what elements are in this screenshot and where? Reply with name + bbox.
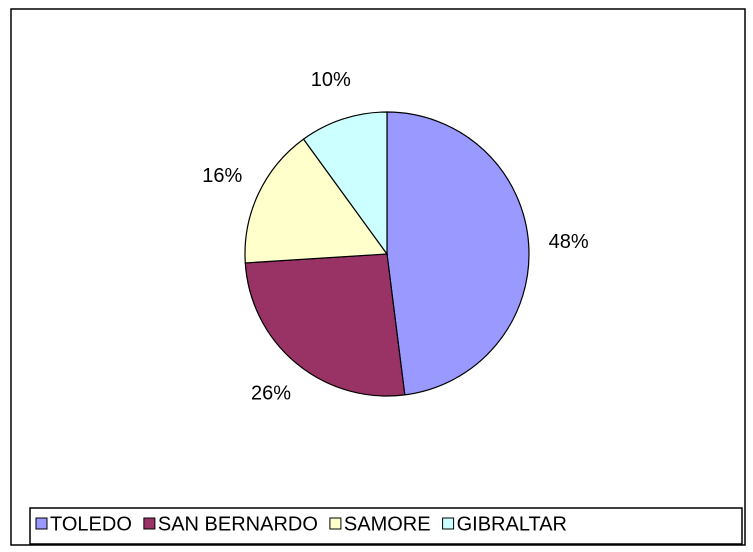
data-label: 48% [549, 231, 589, 253]
pie-slice [386, 111, 530, 396]
pie-slice [244, 253, 406, 397]
data-label: 10% [311, 69, 351, 91]
legend-swatch [442, 517, 455, 530]
legend-swatch [329, 517, 342, 530]
legend-swatch [35, 517, 48, 530]
legend-label: GIBRALTAR [457, 513, 567, 535]
pie-slice [244, 138, 389, 264]
data-label: 26% [251, 383, 291, 405]
data-label: 16% [202, 165, 242, 187]
legend-label: SAMORE [344, 513, 431, 535]
pie-slice [302, 111, 388, 256]
legend-label: SAN BERNARDO [158, 513, 318, 535]
legend-swatch [143, 517, 156, 530]
legend-label: TOLEDO [50, 513, 132, 535]
